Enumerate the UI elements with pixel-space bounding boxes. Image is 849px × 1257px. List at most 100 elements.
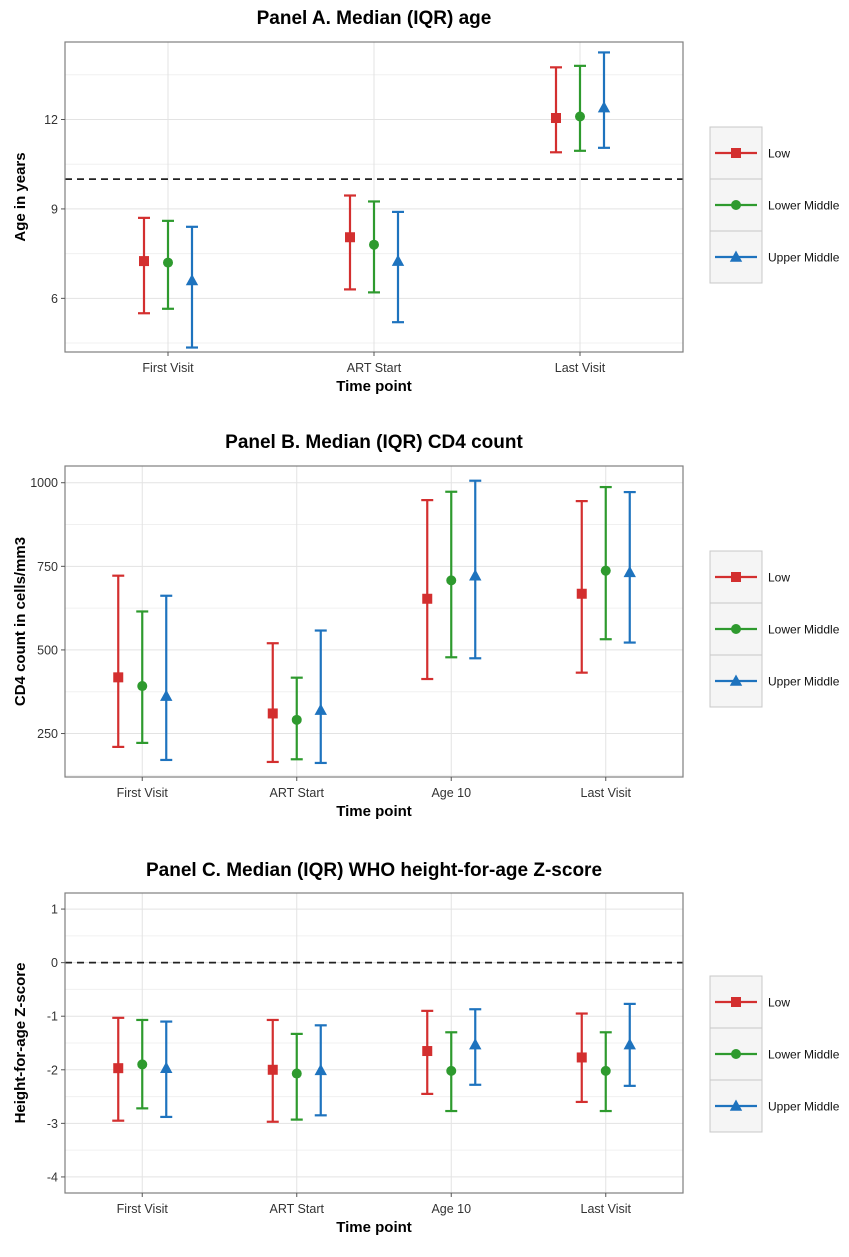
y-axis-title: Age in years: [12, 152, 29, 241]
median-point: [446, 575, 457, 586]
y-tick-label: 9: [51, 202, 58, 216]
legend-label: Upper Middle: [768, 1100, 840, 1114]
panel-title: Panel A. Median (IQR) age: [257, 8, 492, 29]
x-tick-label: ART Start: [270, 786, 325, 800]
y-tick-label: -1: [47, 1010, 58, 1024]
median-point: [391, 254, 405, 266]
legend: Low Lower Middle Upper Middle: [709, 550, 840, 708]
legend-marker: [731, 200, 741, 210]
median-point: [576, 588, 587, 599]
median-point: [113, 1063, 124, 1074]
median-point: [314, 1063, 327, 1076]
median-point: [575, 111, 585, 122]
legend-label: Low: [768, 996, 790, 1010]
plot-border: [64, 892, 684, 1194]
legend-marker: [729, 250, 743, 262]
median-point: [576, 1052, 587, 1063]
y-tick-label: -2: [47, 1063, 58, 1077]
x-tick-label: ART Start: [347, 361, 402, 375]
x-tick-label: First Visit: [142, 361, 194, 375]
median-point: [137, 1059, 148, 1070]
y-tick-label: 0: [51, 956, 58, 970]
median-point: [291, 714, 302, 725]
legend-label: Lower Middle: [768, 623, 840, 637]
legend-label: Low: [768, 147, 790, 161]
legend-marker: [731, 1049, 741, 1059]
series-lower-middle: [136, 1018, 612, 1121]
legend-label: Low: [768, 571, 790, 585]
y-axis-title: Height-for-age Z-score: [12, 963, 29, 1124]
legend-marker: [731, 624, 741, 634]
panel-c: Panel C. Median (IQR) WHO height-for-age…: [12, 860, 840, 1236]
median-point: [469, 569, 482, 581]
x-tick-label: ART Start: [270, 1202, 325, 1216]
median-point: [267, 1064, 278, 1075]
median-point: [600, 565, 611, 576]
series-low: [138, 66, 562, 315]
median-point: [623, 1038, 636, 1050]
legend-label: Upper Middle: [768, 675, 840, 689]
series-upper-middle: [160, 1002, 636, 1119]
panel-title: Panel C. Median (IQR) WHO height-for-age…: [146, 860, 602, 881]
median-point: [551, 113, 561, 124]
legend-marker: [731, 997, 741, 1007]
median-point: [597, 101, 611, 113]
median-point: [422, 593, 433, 604]
panel-b: Panel B. Median (IQR) CD4 count 250 500 750…: [12, 432, 840, 820]
legend-marker: [731, 148, 741, 158]
y-tick-label: 1: [51, 903, 58, 917]
panel-title: Panel B. Median (IQR) CD4 count: [225, 432, 523, 453]
median-point: [163, 257, 173, 268]
panel-a: Panel A. Median (IQR) age 6 9 12 First Visit…: [12, 8, 840, 395]
median-point: [469, 1038, 482, 1050]
plot-border: [64, 465, 684, 778]
x-tick-label: Age 10: [431, 1202, 471, 1216]
x-axis-title: Time point: [336, 1219, 412, 1236]
y-axis-title: CD4 count in cells/mm3: [12, 537, 29, 706]
median-point: [446, 1065, 457, 1076]
legend-label: Lower Middle: [768, 1048, 840, 1062]
x-tick-label: Age 10: [431, 786, 471, 800]
median-point: [160, 1061, 173, 1073]
legend-label: Lower Middle: [768, 199, 840, 213]
y-tick-label: 250: [37, 727, 58, 741]
median-point: [113, 672, 124, 683]
x-tick-label: First Visit: [117, 786, 169, 800]
median-point: [369, 239, 379, 250]
median-point: [267, 708, 278, 719]
median-point: [185, 273, 199, 286]
y-tick-label: -3: [47, 1117, 58, 1131]
x-tick-label: First Visit: [117, 1202, 169, 1216]
legend-marker: [731, 572, 741, 582]
median-point: [314, 703, 327, 715]
series-upper-middle: [185, 51, 611, 349]
y-tick-label: 6: [51, 292, 58, 306]
legend-label: Upper Middle: [768, 251, 840, 265]
legend-marker: [729, 674, 743, 686]
x-tick-label: Last Visit: [581, 786, 632, 800]
y-tick-label: 500: [37, 643, 58, 657]
median-point: [139, 256, 149, 267]
series-low: [112, 1009, 588, 1123]
median-point: [137, 681, 148, 692]
series-lower-middle: [162, 64, 586, 310]
legend: Low Lower Middle Upper Middle: [709, 126, 840, 284]
series-upper-middle: [160, 479, 636, 765]
y-tick-label: 1000: [30, 476, 58, 490]
y-tick-label: 12: [44, 113, 58, 127]
x-axis-title: Time point: [336, 378, 412, 395]
legend: Low Lower Middle Upper Middle: [709, 975, 840, 1133]
x-axis-title: Time point: [336, 803, 412, 820]
y-tick-label: 750: [37, 560, 58, 574]
plot-background: [65, 466, 683, 777]
series-lower-middle: [136, 485, 612, 761]
x-tick-label: Last Visit: [581, 1202, 632, 1216]
median-point: [422, 1046, 433, 1057]
median-point: [160, 689, 173, 701]
y-tick-label: -4: [47, 1170, 58, 1184]
median-point: [291, 1068, 302, 1079]
series-low: [112, 499, 588, 764]
median-point: [345, 232, 355, 243]
x-tick-label: Last Visit: [555, 361, 606, 375]
